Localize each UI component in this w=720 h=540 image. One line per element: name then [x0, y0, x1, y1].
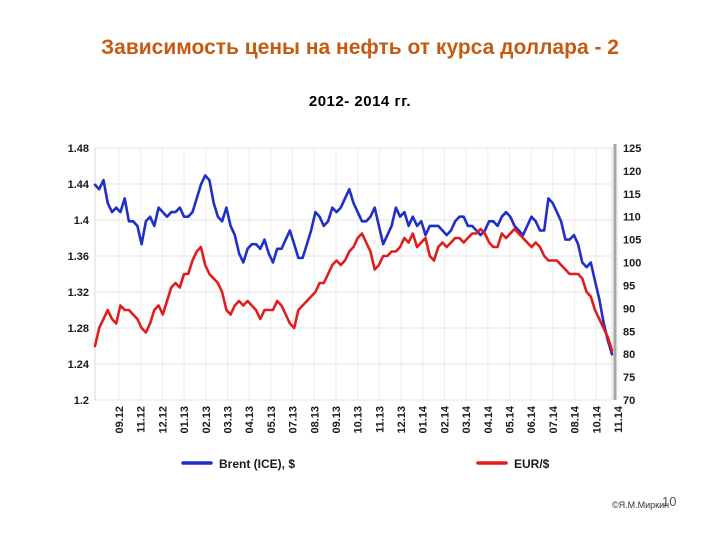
- x-tick-label: 01.13: [179, 406, 191, 434]
- legend-label: EUR/$: [514, 457, 550, 471]
- x-axis: 09.12 11.12 12.12 01.13 02.13 03.13 04.13 05.13…: [114, 405, 625, 433]
- x-tick-label: 04.13: [244, 406, 256, 434]
- x-tick-label: 09.13: [331, 406, 343, 434]
- legend-label: Brent (ICE), $: [219, 457, 295, 471]
- x-tick-label: 03.13: [222, 406, 234, 434]
- x-tick-label: 05.13: [266, 406, 278, 434]
- plot-area: [94, 147, 613, 401]
- slide-number: 10: [662, 494, 677, 509]
- x-tick-label: 12.13: [396, 406, 408, 434]
- left-tick-label: 1.36: [68, 251, 89, 263]
- x-tick-label: 12.12: [157, 406, 169, 434]
- x-tick-label: 06.14: [526, 405, 538, 433]
- x-tick-label: 01.14: [418, 405, 430, 433]
- left-tick-label: 1.4: [74, 215, 90, 227]
- x-tick-label: 07.14: [548, 405, 560, 433]
- right-tick-label: 75: [623, 372, 635, 384]
- right-tick-label: 90: [623, 303, 635, 315]
- series-line-brent: [93, 174, 614, 356]
- x-tick-label: 03.14: [461, 405, 473, 433]
- chart-grid: [94, 147, 619, 401]
- right-tick-label: 115: [623, 189, 641, 201]
- right-tick-label: 80: [623, 349, 635, 361]
- right-tick-label: 100: [623, 258, 641, 270]
- series-line-eur: [93, 227, 614, 352]
- x-tick-label: 11.12: [136, 406, 148, 433]
- x-tick-label: 05.14: [505, 405, 517, 433]
- slide-title: Зависимость цены на нефть от курса долла…: [101, 36, 619, 59]
- x-tick-label: 11.14: [613, 405, 625, 433]
- right-axis: 70 75 80 85 90 95 100 105 110 115 120 125: [613, 143, 641, 407]
- right-tick-label: 105: [623, 235, 641, 247]
- chart-legend: Brent (ICE), $ EUR/$: [181, 457, 550, 471]
- left-tick-label: 1.28: [68, 323, 89, 335]
- x-tick-label: 08.14: [570, 405, 582, 433]
- left-tick-label: 1.24: [68, 359, 90, 371]
- left-tick-label: 1.2: [74, 395, 89, 407]
- left-tick-label: 1.48: [68, 143, 89, 155]
- left-tick-label: 1.32: [68, 287, 89, 299]
- x-tick-label: 11.13: [374, 406, 386, 433]
- chart-lines: [93, 174, 614, 356]
- x-tick-label: 02.14: [439, 405, 451, 433]
- right-tick-label: 85: [623, 326, 635, 338]
- slide-subtitle: 2012- 2014 гг.: [308, 93, 412, 110]
- x-tick-label: 07.13: [288, 406, 300, 434]
- right-tick-label: 120: [623, 166, 641, 178]
- left-axis: 1.2 1.24 1.28 1.32 1.36 1.4 1.44 1.48: [68, 143, 90, 407]
- x-tick-label: 04.14: [483, 405, 495, 433]
- x-tick-label: 08.13: [309, 406, 321, 434]
- x-tick-label: 10.13: [353, 406, 365, 434]
- right-tick-label: 95: [623, 280, 635, 292]
- x-tick-label: 10.14: [591, 405, 603, 433]
- right-tick-label: 70: [623, 395, 635, 407]
- x-tick-label: 09.12: [114, 406, 126, 434]
- right-tick-label: 110: [623, 212, 641, 224]
- copyright-text: ©Я.М.Миркин: [612, 500, 670, 510]
- right-tick-label: 125: [623, 143, 641, 155]
- x-tick-label: 02.13: [201, 406, 213, 434]
- left-tick-label: 1.44: [68, 179, 90, 191]
